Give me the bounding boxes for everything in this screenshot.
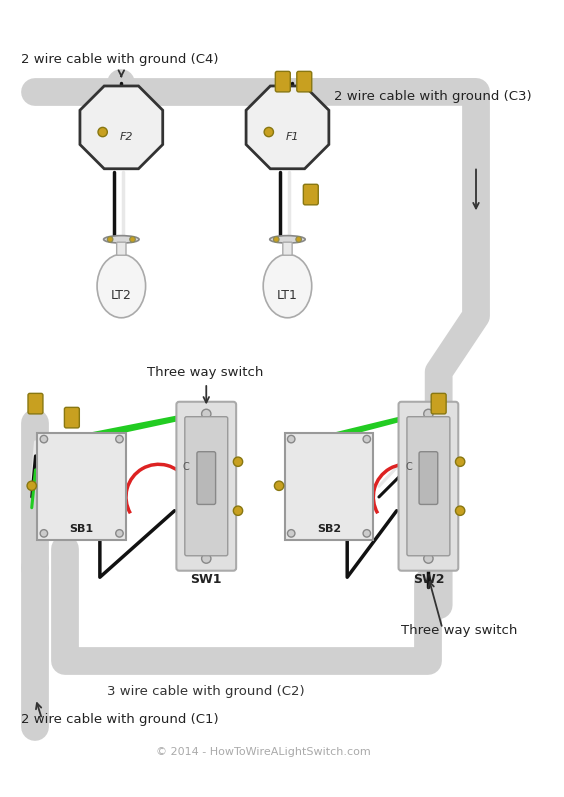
Text: Three way switch: Three way switch: [147, 367, 263, 379]
Circle shape: [275, 481, 284, 490]
FancyBboxPatch shape: [303, 184, 318, 205]
Text: SW2: SW2: [413, 572, 444, 586]
Text: 3 wire cable with ground (C2): 3 wire cable with ground (C2): [107, 685, 304, 697]
Text: C: C: [405, 461, 412, 472]
Text: SB2: SB2: [317, 524, 341, 534]
Circle shape: [98, 128, 107, 137]
Circle shape: [288, 530, 295, 537]
Circle shape: [130, 237, 135, 242]
Text: SB1: SB1: [69, 524, 94, 534]
FancyBboxPatch shape: [177, 402, 236, 571]
Circle shape: [288, 435, 295, 443]
Circle shape: [116, 530, 123, 537]
FancyBboxPatch shape: [283, 242, 292, 255]
FancyBboxPatch shape: [419, 452, 438, 505]
Text: F1: F1: [285, 132, 299, 142]
Text: F2: F2: [119, 132, 133, 142]
FancyBboxPatch shape: [197, 452, 215, 505]
Polygon shape: [80, 86, 163, 169]
FancyBboxPatch shape: [117, 242, 126, 255]
Circle shape: [456, 506, 465, 516]
Text: 2 wire cable with ground (C3): 2 wire cable with ground (C3): [334, 90, 532, 103]
Circle shape: [424, 409, 433, 418]
Circle shape: [456, 457, 465, 466]
Text: 2 wire cable with ground (C1): 2 wire cable with ground (C1): [20, 713, 218, 725]
Circle shape: [274, 237, 279, 242]
Circle shape: [201, 554, 211, 563]
Circle shape: [201, 409, 211, 418]
FancyBboxPatch shape: [275, 72, 290, 92]
FancyBboxPatch shape: [407, 417, 450, 556]
FancyBboxPatch shape: [28, 394, 43, 414]
Text: SW1: SW1: [191, 572, 222, 586]
FancyBboxPatch shape: [297, 72, 312, 92]
Text: Three way switch: Three way switch: [402, 624, 518, 637]
Circle shape: [424, 554, 433, 563]
Circle shape: [107, 237, 113, 242]
Circle shape: [27, 481, 37, 490]
Ellipse shape: [97, 254, 146, 318]
Text: LT1: LT1: [277, 289, 298, 302]
Circle shape: [116, 435, 123, 443]
Circle shape: [40, 435, 47, 443]
FancyBboxPatch shape: [185, 417, 228, 556]
Ellipse shape: [104, 236, 139, 243]
Bar: [37, 433, 126, 540]
Circle shape: [363, 530, 371, 537]
Text: © 2014 - HowToWireALightSwitch.com: © 2014 - HowToWireALightSwitch.com: [156, 748, 371, 757]
FancyBboxPatch shape: [431, 394, 446, 414]
Circle shape: [233, 457, 243, 466]
Circle shape: [264, 128, 274, 137]
Text: LT2: LT2: [111, 289, 132, 302]
Ellipse shape: [263, 254, 312, 318]
Text: C: C: [183, 461, 190, 472]
Bar: [285, 433, 373, 540]
Ellipse shape: [270, 236, 305, 243]
FancyBboxPatch shape: [399, 402, 459, 571]
Circle shape: [40, 530, 47, 537]
FancyBboxPatch shape: [64, 407, 80, 428]
Circle shape: [296, 237, 302, 242]
Circle shape: [363, 435, 371, 443]
Circle shape: [233, 506, 243, 516]
Polygon shape: [246, 86, 329, 169]
Text: 2 wire cable with ground (C4): 2 wire cable with ground (C4): [20, 53, 218, 65]
